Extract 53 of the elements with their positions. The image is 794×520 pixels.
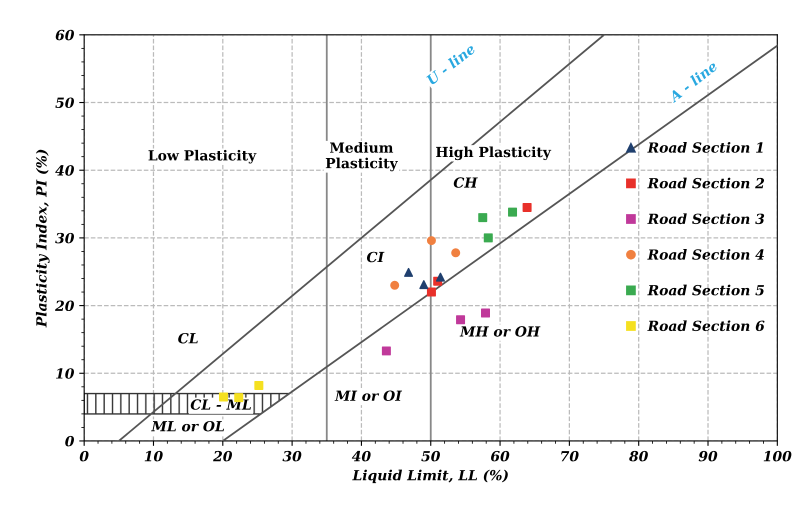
point (426, 236, 436, 246)
annotation: CI (366, 252, 384, 262)
point (390, 280, 400, 290)
x-tick-label: 80 (629, 450, 648, 462)
legend-label: Road Section 1 (647, 142, 763, 153)
annotation: MI or OI (334, 390, 402, 401)
point (254, 380, 264, 390)
point (218, 392, 228, 402)
annotation: CH (454, 177, 478, 188)
point (478, 213, 488, 222)
x-tick-label: 40 (352, 450, 371, 462)
x-tick-label: 70 (561, 450, 579, 462)
point (456, 315, 466, 324)
point (522, 202, 532, 212)
annotation: Medium Plasticity (326, 142, 398, 172)
annotation: U - line (426, 42, 476, 86)
x-tick-label: 60 (491, 450, 510, 462)
y-tick-label: 40 (55, 165, 74, 176)
y-tick-label: 20 (55, 300, 74, 312)
x-tick-label: 10 (144, 450, 163, 462)
point (451, 248, 460, 258)
x-axis-title: Liquid Limit, LL (%) (352, 470, 508, 484)
y-tick-label: 30 (55, 232, 74, 244)
point (436, 272, 445, 282)
x-tick-label: 0 (80, 450, 89, 462)
legend-label: Road Section 4 (647, 249, 764, 260)
y-tick-label: 60 (56, 30, 74, 40)
x-tick-label: 90 (698, 450, 718, 462)
legend-label: Road Section 5 (647, 284, 764, 296)
x-tick-label: 20 (213, 450, 232, 462)
x-tick-label: 50 (421, 450, 440, 462)
annotation: CL (178, 332, 198, 344)
legend-label: Road Section 3 (647, 213, 764, 224)
annotation: MH or OH (460, 326, 540, 337)
y-tick-label: 0 (65, 436, 74, 446)
y-tick-label: 10 (56, 368, 74, 379)
annotation: Low Plasticity (148, 150, 256, 164)
point (481, 308, 490, 318)
y-axis-title: Plasticity Index, PI (%) (36, 150, 50, 328)
annotation: ML or OL (151, 420, 224, 432)
annotation: A - line (667, 60, 718, 104)
point (508, 208, 518, 217)
point (382, 346, 391, 356)
annotation: High Plasticity (436, 146, 552, 160)
y-tick-label: 50 (55, 97, 74, 108)
point (404, 268, 414, 277)
legend-label: Road Section 6 (647, 320, 764, 332)
point (419, 280, 428, 290)
x-tick-label: 30 (282, 450, 302, 462)
x-tick-label: 100 (764, 450, 792, 462)
point (484, 233, 493, 242)
point (426, 288, 436, 297)
legend-label: Road Section 2 (647, 178, 764, 188)
